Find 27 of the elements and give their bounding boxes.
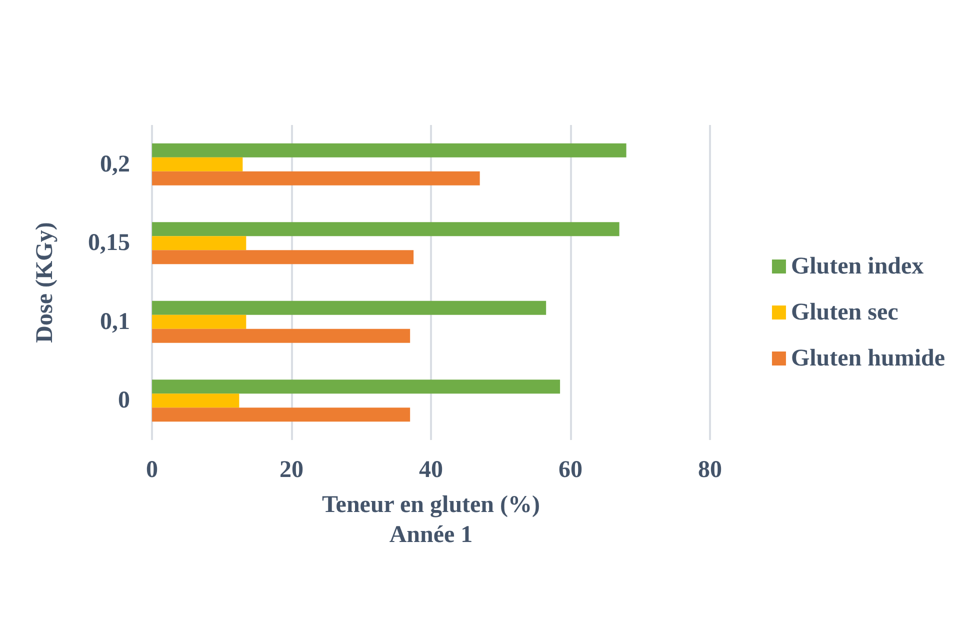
x-tick-label: 80 bbox=[698, 457, 722, 483]
legend-label: Gluten sec bbox=[790, 300, 899, 326]
text: Année 1 bbox=[389, 522, 473, 548]
bar bbox=[152, 171, 480, 186]
bar bbox=[152, 143, 626, 158]
bar bbox=[152, 328, 410, 343]
y-axis-title: Dose (KGy) bbox=[32, 222, 58, 343]
bar bbox=[152, 157, 243, 172]
x-tick-label: 20 bbox=[280, 457, 304, 483]
y-tick-label: 0,15 bbox=[88, 230, 130, 256]
y-tick-label: 0,2 bbox=[100, 151, 130, 178]
x-tick-label: 60 bbox=[558, 457, 582, 483]
legend-label: Gluten humide bbox=[790, 346, 946, 372]
x-tick-label: 0 bbox=[146, 457, 158, 483]
bar bbox=[152, 300, 546, 315]
bar bbox=[152, 394, 240, 408]
bar bbox=[152, 380, 560, 394]
x-tick-label: 40 bbox=[419, 457, 443, 483]
y-tick-label: 0 bbox=[118, 388, 130, 414]
bar bbox=[152, 250, 414, 264]
bar bbox=[152, 408, 410, 422]
bar bbox=[152, 236, 246, 250]
bar bbox=[152, 222, 620, 236]
x-axis-title: Teneur en gluten (%) bbox=[322, 492, 540, 518]
y-tick-label: 0,1 bbox=[100, 308, 130, 335]
bar bbox=[152, 314, 246, 329]
legend-label: Gluten index bbox=[790, 254, 924, 280]
